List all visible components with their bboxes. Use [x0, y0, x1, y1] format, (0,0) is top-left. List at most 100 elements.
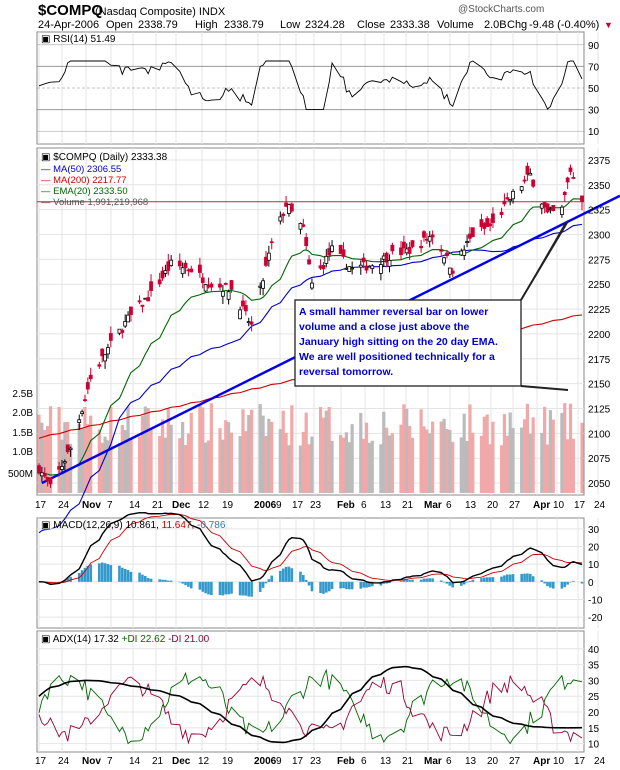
- macd-histogram-bar: [327, 581, 331, 592]
- volume-bar: [140, 415, 145, 493]
- adx-tick-label: 15: [588, 724, 600, 735]
- candle-body: [364, 265, 369, 271]
- volume-bar: [330, 440, 334, 493]
- macd-histogram-bar: [98, 563, 101, 582]
- macd-histogram-bar: [511, 574, 515, 582]
- header-low: 2324.28: [305, 19, 345, 31]
- candle-body: [327, 248, 332, 256]
- macd-histogram-bar: [448, 581, 452, 586]
- macd-histogram-bar: [69, 576, 72, 582]
- candle-body: [189, 268, 194, 273]
- macd-histogram-bar: [520, 573, 523, 582]
- candle-body: [261, 280, 265, 289]
- x-tick-label: Nov: [82, 500, 101, 511]
- price-tick-label: 2275: [588, 255, 611, 266]
- macd-histogram-bar: [138, 572, 141, 582]
- x-tick-label: 17: [574, 756, 586, 767]
- volume-bar: [571, 438, 575, 493]
- macd-histogram-bar: [100, 562, 104, 582]
- volume-bar: [387, 435, 392, 493]
- macd-label-group: ▣ MACD(12,26,9) 10.861, 11.647, -0.786: [41, 520, 226, 531]
- volume-bar: [80, 427, 84, 493]
- volume-bar: [241, 409, 245, 493]
- x-tick-label: 19: [222, 756, 234, 767]
- macd-line: [38, 511, 583, 586]
- volume-bar: [37, 414, 41, 493]
- volume-bar: [385, 427, 389, 493]
- macd-histogram-bar: [500, 576, 503, 582]
- candle-body: [531, 179, 536, 187]
- volume-bar: [428, 433, 432, 493]
- macd-histogram-bar: [57, 581, 61, 583]
- volume-bar: [499, 445, 504, 493]
- macd-histogram-bar: [66, 578, 70, 582]
- macd-histogram-bar: [460, 581, 463, 586]
- candle-body: [177, 260, 182, 267]
- candle-body: [83, 399, 87, 402]
- macd-histogram-bar: [462, 581, 466, 585]
- x-tick-label: Mar: [424, 500, 442, 511]
- macd-histogram-bar: [89, 564, 93, 582]
- volume-bar: [520, 427, 524, 493]
- candle-body: [307, 259, 311, 265]
- header-low-label: Low: [280, 19, 300, 31]
- macd-histogram-bar: [491, 577, 495, 582]
- macd-histogram-bar: [227, 581, 230, 595]
- macd-histogram-bar: [569, 581, 572, 583]
- candle-body: [330, 245, 334, 252]
- candle-body: [60, 466, 64, 470]
- x-tick-label: 13: [465, 756, 477, 767]
- macd-histogram-bar: [365, 581, 368, 588]
- x-tick-label: 7: [107, 500, 113, 511]
- candle-body: [485, 218, 490, 227]
- macd-histogram-bar: [506, 574, 509, 582]
- volume-bar: [221, 439, 225, 493]
- volume-bar: [525, 403, 530, 493]
- candle-body: [341, 249, 346, 257]
- candle-body: [470, 227, 475, 237]
- macd-tick-label: 10: [588, 560, 600, 571]
- x-tick-label: Feb: [337, 756, 355, 767]
- volume-bar: [479, 435, 484, 493]
- macd-histogram-bar: [181, 581, 184, 584]
- candle-body: [169, 259, 174, 266]
- x-tick-label: 6: [446, 756, 452, 767]
- macd-histogram-bar: [307, 581, 311, 586]
- volume-bar: [206, 440, 211, 493]
- x-tick-label: 21: [402, 500, 414, 511]
- volume-bar: [270, 421, 274, 493]
- volume-bar: [106, 440, 110, 493]
- volume-bar: [218, 428, 222, 493]
- volume-bar: [146, 408, 150, 493]
- x-tick-label: 17: [35, 756, 47, 767]
- macd-histogram-bar: [123, 568, 127, 582]
- volume-bar: [390, 433, 394, 493]
- volume-bar: [327, 406, 331, 493]
- macd-histogram-bar: [281, 568, 285, 582]
- price-tick-label: 2200: [588, 330, 611, 341]
- candle-body: [370, 265, 375, 269]
- macd-histogram-bar: [362, 581, 365, 588]
- price-tick-label: 2350: [588, 181, 611, 192]
- header-high: 2338.79: [224, 19, 264, 31]
- volume-bar: [57, 406, 61, 493]
- macd-histogram-bar: [158, 579, 161, 582]
- volume-bar: [244, 431, 248, 493]
- macd-histogram-bar: [264, 581, 268, 584]
- volume-bar: [347, 442, 351, 493]
- candle-body: [149, 281, 153, 291]
- macd-histogram-bar: [187, 581, 190, 587]
- candle-body: [304, 237, 309, 247]
- volume-bar: [540, 432, 544, 493]
- price-legend: ▣ $COMPQ (Daily) 2333.38 — MA(50) 2306.5…: [41, 152, 168, 208]
- candle-body: [80, 411, 84, 414]
- volume-bar: [522, 419, 527, 493]
- volume-bar: [548, 410, 552, 493]
- x-tick-label: 27: [509, 500, 521, 511]
- volume-bar: [238, 436, 242, 493]
- candle-body: [129, 306, 133, 315]
- candle-body: [166, 261, 171, 271]
- x-tick-label: 9: [276, 500, 282, 511]
- adx-series: [37, 648, 584, 745]
- macd-histogram-bar: [402, 580, 406, 582]
